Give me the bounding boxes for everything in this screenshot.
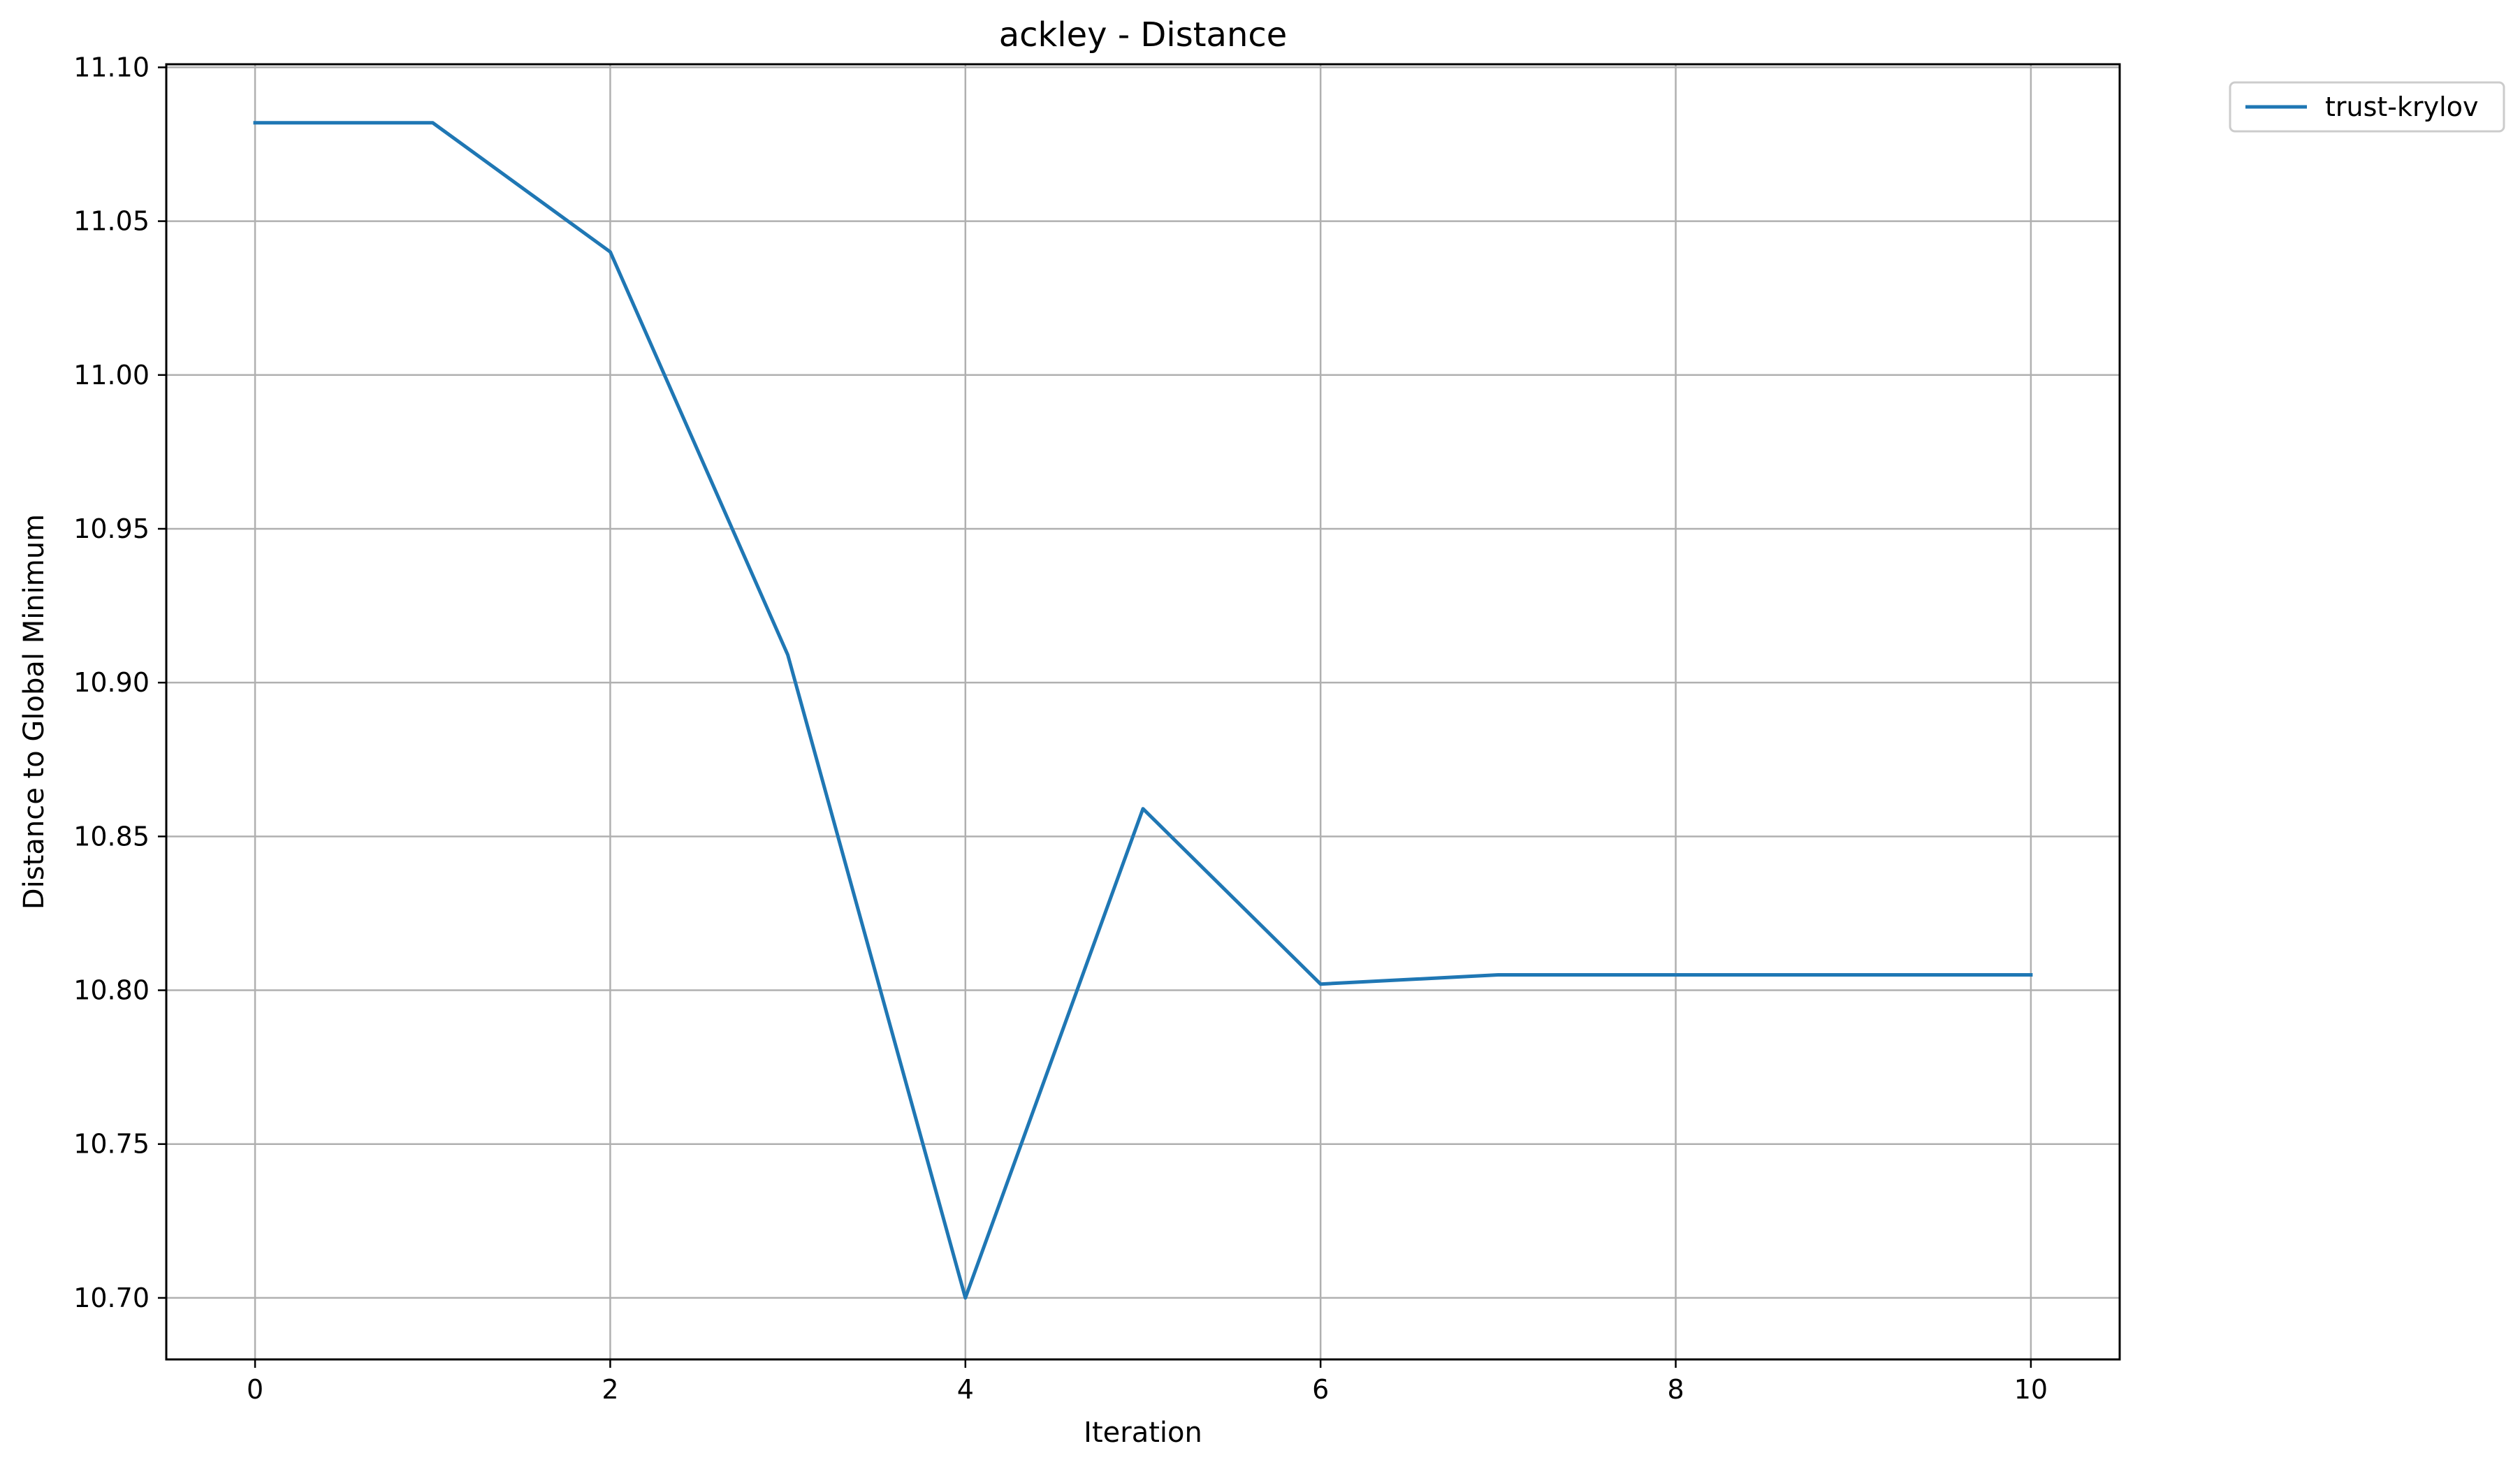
y-tick-label: 10.90 (73, 667, 150, 698)
x-tick-label: 2 (602, 1374, 618, 1405)
x-tick-label: 8 (1667, 1374, 1684, 1405)
x-tick-label: 10 (2014, 1374, 2048, 1405)
x-tick-label: 4 (957, 1374, 974, 1405)
chart-title: ackley - Distance (999, 15, 1288, 54)
x-axis-ticks: 0 2 4 6 8 10 (247, 1359, 2048, 1405)
y-tick-label: 11.00 (73, 360, 150, 391)
y-tick-label: 11.05 (73, 206, 150, 237)
plot-frame (165, 63, 2121, 1361)
y-tick-label: 10.70 (73, 1283, 150, 1313)
x-axis-label: Iteration (1084, 1417, 1202, 1449)
legend: trust-krylov (2229, 81, 2505, 133)
x-tick-label: 6 (1312, 1374, 1329, 1405)
legend-label: trust-krylov (2325, 92, 2478, 122)
legend-box (2229, 81, 2505, 133)
y-tick-label: 10.95 (73, 513, 150, 544)
y-axis-label: Distance to Global Minimum (18, 514, 50, 910)
x-tick-label: 0 (247, 1374, 263, 1405)
y-tick-label: 10.85 (73, 821, 150, 852)
y-tick-label: 11.10 (73, 52, 150, 82)
series-layer (253, 121, 2033, 1300)
y-axis-ticks: 10.70 10.75 10.80 10.85 10.90 10.95 11.00 11.05… (73, 52, 166, 1313)
y-tick-label: 10.75 (73, 1129, 150, 1160)
y-tick-label: 10.80 (73, 975, 150, 1006)
series-line (253, 121, 2033, 1300)
grid (166, 64, 2120, 1359)
